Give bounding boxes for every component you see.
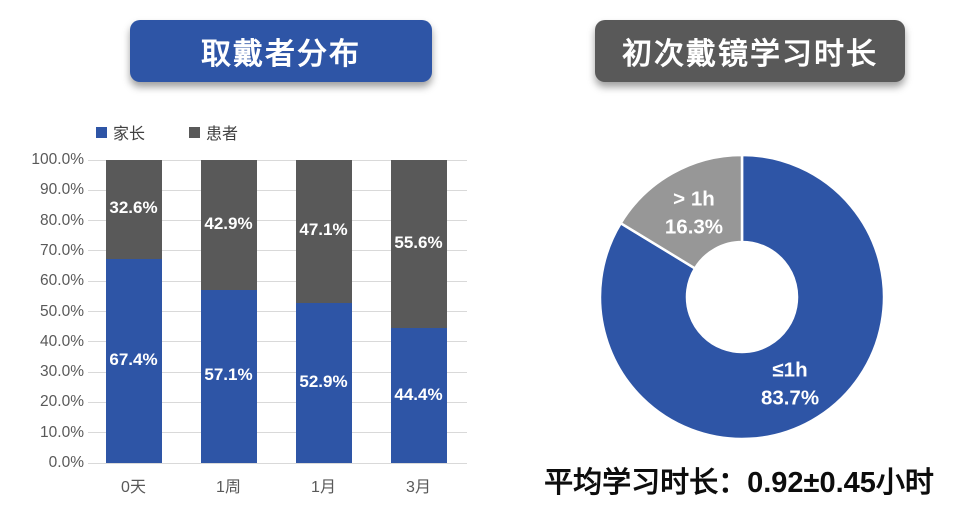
bar-segment-patients: [105, 160, 162, 259]
donut-slice: [598, 153, 886, 441]
gridline: [88, 280, 467, 282]
gridline: [88, 159, 467, 161]
donut-slice-label: 83.7%: [761, 386, 819, 409]
donut-chart: ≤1h 83.7% > 1h 16.3%: [598, 153, 886, 441]
bar-data-label: 67.4%: [109, 349, 158, 369]
bar-segment-patients: [295, 160, 352, 303]
bar-chart-title-badge: 取戴者分布: [130, 20, 432, 82]
gridline: [88, 432, 467, 434]
average-learning-time-text: 平均学习时长：0.92±0.45小时: [544, 467, 934, 499]
bar-data-label: 57.1%: [204, 365, 253, 385]
y-axis-tick-label: 80.0%: [40, 211, 84, 229]
legend-item: 家长: [96, 120, 145, 144]
y-axis-tick-label: 100.0%: [31, 151, 84, 168]
y-axis-tick-label: 70.0%: [40, 241, 84, 259]
y-axis-tick-label: 10.0%: [40, 423, 84, 441]
y-axis-tick-label: 60.0%: [40, 272, 84, 290]
y-axis-tick-label: 20.0%: [40, 393, 84, 411]
bar-data-label: 55.6%: [394, 233, 443, 253]
bar-chart-legend: 家长 患者: [96, 120, 238, 144]
x-axis-label: 0天: [121, 479, 146, 496]
legend-label: 家长: [113, 126, 146, 143]
legend-label: 患者: [206, 126, 239, 143]
stacked-bar-chart: 0.0% 10.0% 20.0% 30.0% 40.0% 50.0% 60.0% 70.0% 8…: [31, 151, 467, 496]
y-axis-tick-label: 0.0%: [48, 454, 84, 471]
y-axis-tick-label: 50.0%: [40, 302, 84, 320]
y-axis-tick-label: 40.0%: [40, 332, 84, 350]
bar-data-label: 52.9%: [299, 371, 348, 391]
legend-swatch-icon: [189, 126, 201, 138]
gridline: [88, 189, 467, 191]
bar-data-label: 32.6%: [109, 198, 158, 218]
bar-segment-parents: [200, 289, 257, 463]
y-axis-tick-label: 90.0%: [40, 181, 84, 199]
bar-data-label: 47.1%: [299, 220, 348, 240]
x-axis-label: 3月: [406, 479, 431, 496]
gridline: [88, 220, 467, 222]
bar-segment-parents: [390, 328, 447, 463]
bar-segment-parents: [295, 302, 352, 463]
gridline: [88, 311, 467, 312]
bar-segment-patients: [390, 160, 447, 329]
y-axis-tick-label: 30.0%: [40, 363, 84, 381]
x-axis-label: 1月: [311, 479, 336, 496]
legend-item: 患者: [189, 120, 238, 144]
gridline: [88, 371, 467, 373]
gridline: [88, 341, 467, 343]
gridline: [88, 462, 467, 464]
bar-chart-title: 取戴者分布: [201, 38, 361, 71]
bar-data-label: 42.9%: [204, 213, 253, 233]
bar-data-label: 44.4%: [394, 384, 443, 404]
legend-swatch-icon: [96, 126, 107, 138]
bar-segment-patients: [200, 160, 257, 290]
gridline: [88, 401, 467, 403]
donut-slice-label: 16.3%: [665, 216, 723, 239]
gridline: [88, 250, 467, 252]
donut-slice: [619, 153, 744, 270]
donut-slice-label: ≤1h: [772, 358, 807, 381]
x-axis-label: 1周: [216, 479, 241, 496]
donut-chart-title-badge: 初次戴镜学习时长: [595, 20, 905, 82]
donut-slice-label: > 1h: [673, 188, 715, 211]
donut-chart-title: 初次戴镜学习时长: [622, 38, 878, 71]
bar-segment-parents: [105, 258, 162, 463]
